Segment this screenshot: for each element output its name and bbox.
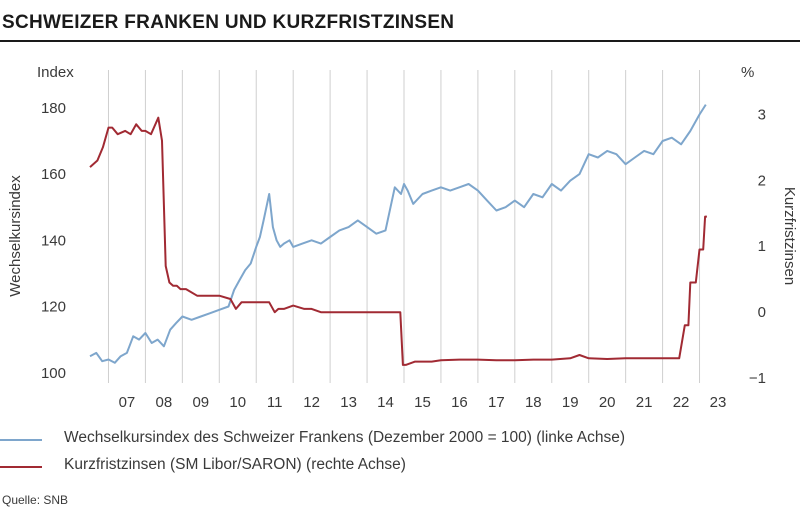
- series-line-kurzfristzinsen: [89, 116, 707, 366]
- axis-layer: Index % Wechselkursindex Kurzfristzinsen…: [7, 64, 798, 411]
- title-rule: [0, 40, 800, 42]
- x-tick-label: 09: [192, 394, 209, 411]
- legend-item-index: Wechselkursindex des Schweizer Frankens …: [0, 429, 800, 451]
- legend-label-rate: Kurzfristzinsen (SM Libor/SARON) (rechte…: [64, 456, 406, 473]
- series-line-wechselkursindex: [89, 104, 707, 364]
- legend: Wechselkursindex des Schweizer Frankens …: [0, 429, 800, 485]
- right-tick-label: 2: [758, 172, 766, 189]
- right-tick-label: 3: [758, 106, 766, 123]
- left-tick-label: 140: [41, 232, 66, 249]
- x-tick-label: 18: [525, 394, 542, 411]
- legend-swatch-rate: [0, 466, 42, 468]
- x-tick-label: 10: [229, 394, 246, 411]
- line-chart: Index % Wechselkursindex Kurzfristzinsen…: [7, 64, 798, 411]
- source-note: Quelle: SNB: [2, 493, 69, 507]
- legend-item-rate: Kurzfristzinsen (SM Libor/SARON) (rechte…: [0, 456, 800, 478]
- legend-label-index: Wechselkursindex des Schweizer Frankens …: [64, 429, 625, 446]
- x-tick-label: 21: [636, 394, 653, 411]
- x-tick-label: 23: [710, 394, 727, 411]
- right-axis-label: Kurzfristzinsen: [781, 187, 798, 285]
- x-tick-label: 19: [562, 394, 579, 411]
- grid-layer: [107, 70, 701, 383]
- left-tick-label: 180: [41, 100, 66, 117]
- x-tick-label: 13: [340, 394, 357, 411]
- left-axis-unit: Index: [37, 64, 74, 81]
- right-tick-label: 0: [758, 304, 766, 321]
- x-tick-label: 20: [599, 394, 616, 411]
- legend-swatch-index: [0, 439, 42, 441]
- x-tick-label: 14: [377, 394, 394, 411]
- right-tick-label: −1: [749, 370, 766, 387]
- x-tick-label: 15: [414, 394, 431, 411]
- left-tick-label: 160: [41, 166, 66, 183]
- right-tick-label: 1: [758, 238, 766, 255]
- x-tick-label: 16: [451, 394, 468, 411]
- x-tick-label: 12: [303, 394, 320, 411]
- x-tick-label: 22: [673, 394, 690, 411]
- x-tick-label: 17: [488, 394, 505, 411]
- x-tick-label: 08: [156, 394, 173, 411]
- x-tick-label: 07: [119, 394, 136, 411]
- left-tick-label: 120: [41, 299, 66, 316]
- right-axis-unit: %: [741, 64, 754, 81]
- series-layer: [89, 104, 707, 366]
- left-tick-label: 100: [41, 365, 66, 382]
- left-axis-label: Wechselkursindex: [7, 175, 24, 297]
- x-tick-label: 11: [267, 394, 283, 411]
- page-title: SCHWEIZER FRANKEN UND KURZFRISTZINSEN: [2, 12, 455, 33]
